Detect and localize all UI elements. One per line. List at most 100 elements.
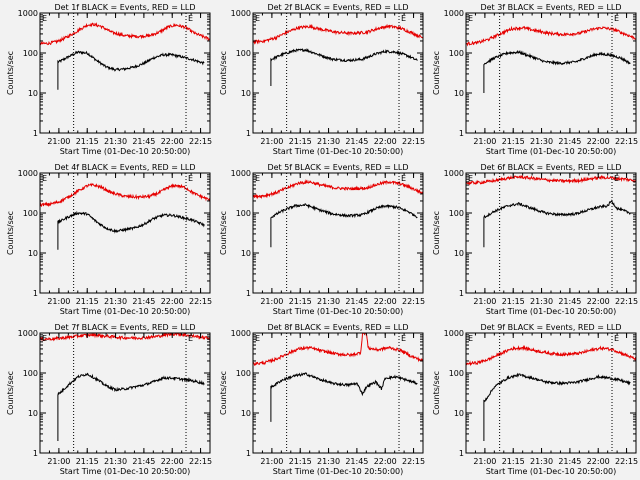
x-tick-label: 22:00 (374, 457, 397, 466)
y-tick-label: 1 (246, 129, 251, 138)
marker-label-e: E (401, 14, 406, 23)
y-tick-label: 1 (33, 289, 38, 298)
events-series-line (483, 199, 631, 248)
panel-det-8: Det 8f BLACK = Events, RED = LLD E E 1 10 100… (219, 323, 425, 476)
marker-label-e: E (255, 14, 260, 23)
y-tick-label: 1 (459, 449, 464, 458)
x-tick-label: 21:30 (317, 137, 340, 146)
x-tick-label: 22:00 (587, 457, 610, 466)
panel-title: Det 9f BLACK = Events, RED = LLD (480, 323, 621, 332)
y-axis-title: Counts/sec (219, 371, 228, 415)
x-tick-label: 22:00 (374, 297, 397, 306)
y-tick-label: 1000 (231, 9, 251, 18)
x-tick-label: 21:30 (104, 297, 127, 306)
x-tick-label: 22:00 (587, 297, 610, 306)
series-group (466, 174, 636, 248)
lld-series-line (466, 25, 636, 47)
panel-det-9: Det 9f BLACK = Events, RED = LLD E E 1 10 100… (432, 323, 638, 476)
marker-label-e: E (614, 174, 619, 183)
x-tick-label: 21:45 (558, 137, 581, 146)
x-axis-title: Start Time (01-Dec-10 20:50:00) (273, 307, 404, 316)
y-tick-label: 10 (454, 89, 464, 98)
marker-label-e: E (42, 174, 47, 183)
x-tick-label: 21:00 (473, 297, 496, 306)
y-tick-label: 10 (241, 249, 251, 258)
y-tick-label: 1 (33, 129, 38, 138)
x-tick-label: 21:45 (558, 297, 581, 306)
marker-label-e: E (188, 14, 193, 23)
plot-frame (252, 332, 424, 454)
x-tick-label: 21:30 (104, 457, 127, 466)
y-tick-label: 100 (236, 369, 251, 378)
panel-det-4: Det 4f BLACK = Events, RED = LLD E E 1 10 100… (6, 163, 212, 316)
x-tick-label: 21:00 (47, 297, 70, 306)
y-tick-label: 10 (241, 409, 251, 418)
x-axis-title: Start Time (01-Dec-10 20:50:00) (273, 147, 404, 156)
panel-title: Det 4f BLACK = Events, RED = LLD (54, 163, 195, 172)
y-tick-label: 1000 (444, 169, 464, 178)
y-tick-label: 10 (28, 89, 38, 98)
x-tick-label: 22:15 (402, 297, 425, 306)
x-tick-label: 22:00 (587, 137, 610, 146)
panel-title: Det 2f BLACK = Events, RED = LLD (267, 3, 408, 12)
x-tick-label: 22:15 (615, 457, 638, 466)
x-axis-title: Start Time (01-Dec-10 20:50:00) (60, 467, 191, 476)
marker-label-e: E (188, 174, 193, 183)
y-tick-label: 1 (246, 449, 251, 458)
plot-frame (465, 12, 637, 134)
plot-frame (465, 332, 637, 454)
x-tick-label: 21:30 (317, 297, 340, 306)
x-tick-label: 22:15 (402, 457, 425, 466)
y-tick-label: 10 (454, 409, 464, 418)
y-axis-title: Counts/sec (432, 211, 441, 255)
x-tick-label: 22:15 (189, 297, 212, 306)
marker-label-e: E (188, 334, 193, 343)
plot-frame (39, 332, 211, 454)
events-series-line (270, 203, 418, 248)
lld-series-line (466, 174, 636, 186)
panel-title: Det 6f BLACK = Events, RED = LLD (480, 163, 621, 172)
panel-det-5: Det 5f BLACK = Events, RED = LLD E E 1 10 100… (219, 163, 425, 316)
series-group (253, 333, 423, 422)
marker-label-e: E (401, 174, 406, 183)
lld-series-line (40, 182, 210, 208)
x-axis-title: Start Time (01-Dec-10 20:50:00) (60, 307, 191, 316)
x-tick-label: 22:15 (615, 297, 638, 306)
y-tick-label: 1000 (18, 9, 38, 18)
panel-title: Det 5f BLACK = Events, RED = LLD (267, 163, 408, 172)
marker-label-e: E (614, 14, 619, 23)
x-tick-label: 21:30 (530, 137, 553, 146)
lld-series-line (253, 178, 423, 200)
marker-label-e: E (468, 334, 473, 343)
y-tick-label: 100 (23, 49, 38, 58)
x-tick-label: 21:15 (76, 457, 99, 466)
x-tick-label: 21:30 (530, 297, 553, 306)
y-tick-label: 10 (28, 249, 38, 258)
panel-det-2: Det 2f BLACK = Events, RED = LLD E E 1 10 100… (219, 3, 425, 156)
y-axis-title: Counts/sec (432, 371, 441, 415)
x-tick-label: 22:00 (374, 137, 397, 146)
events-series-line (270, 372, 418, 422)
marker-label-e: E (468, 174, 473, 183)
y-tick-label: 100 (23, 369, 38, 378)
y-tick-label: 1000 (444, 329, 464, 338)
y-tick-label: 100 (449, 49, 464, 58)
y-tick-label: 100 (236, 209, 251, 218)
x-tick-label: 21:45 (132, 457, 155, 466)
events-series-line (57, 210, 205, 250)
x-tick-label: 21:00 (260, 457, 283, 466)
marker-label-e: E (468, 14, 473, 23)
y-tick-label: 1 (459, 129, 464, 138)
panel-title: Det 7f BLACK = Events, RED = LLD (54, 323, 195, 332)
series-group (253, 178, 423, 248)
x-tick-label: 21:30 (317, 457, 340, 466)
marker-label-e: E (42, 14, 47, 23)
x-tick-label: 21:00 (260, 297, 283, 306)
y-axis-title: Counts/sec (6, 211, 15, 255)
x-tick-label: 21:15 (76, 297, 99, 306)
marker-label-e: E (255, 174, 260, 183)
events-series-line (57, 50, 205, 90)
x-tick-label: 21:45 (132, 297, 155, 306)
x-tick-label: 21:15 (289, 137, 312, 146)
series-group (466, 25, 636, 93)
